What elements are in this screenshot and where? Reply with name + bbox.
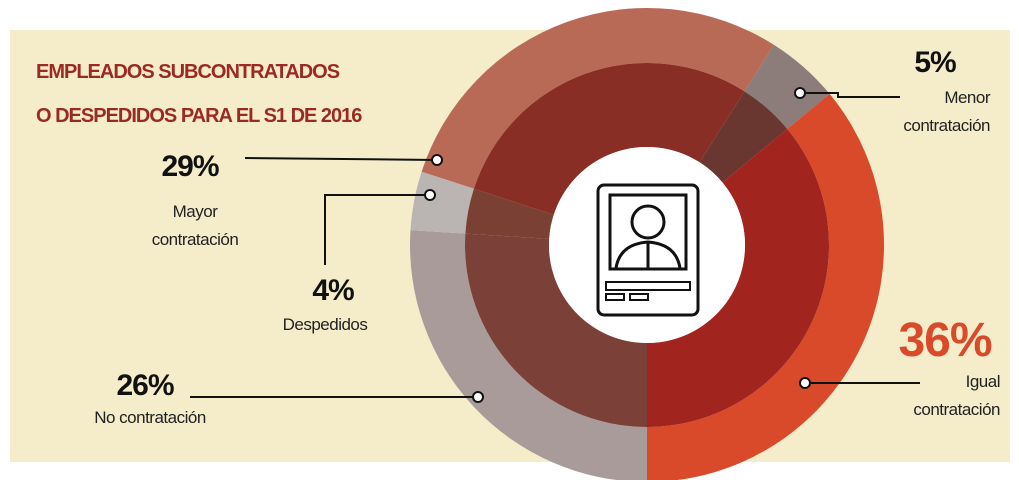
outer-segment — [744, 44, 830, 129]
leader-line — [800, 92, 900, 98]
value-label: 26% — [116, 369, 173, 402]
category-label: Menor contratación — [903, 88, 990, 135]
title-line: O DESPEDIDOS PARA EL S1 DE 2016 — [36, 105, 362, 127]
value-label: 5% — [914, 46, 956, 79]
leader-line — [244, 157, 438, 161]
outer-segment — [421, 7, 774, 189]
inner-segment — [647, 128, 829, 427]
inner-segment — [465, 188, 554, 239]
inner-segment — [699, 91, 788, 183]
category-label: Mayor contratación — [151, 202, 239, 249]
category-label: No contratación — [94, 408, 206, 427]
profile-icon — [596, 183, 700, 317]
leader-dot — [794, 87, 806, 99]
leader-line — [324, 194, 430, 265]
outer-segment — [410, 230, 647, 480]
inner-segment — [465, 233, 647, 427]
leader-dot — [431, 154, 443, 166]
value-label: 29% — [161, 150, 218, 183]
leader-dot — [799, 377, 811, 389]
category-label: Despedidos — [282, 315, 368, 334]
category-label: Igual contratación — [913, 372, 1000, 419]
leader-dot — [424, 189, 436, 201]
value-label: 4% — [312, 274, 354, 307]
inner-segment — [473, 63, 745, 215]
outer-segment — [410, 171, 474, 234]
donut — [410, 7, 884, 480]
value-label: 36% — [898, 314, 991, 367]
labels: 29% 5% 36% 26% 4% — [116, 46, 993, 403]
title-line: EMPLEADOS SUBCONTRATADOS — [36, 61, 340, 83]
leader-dot — [472, 391, 484, 403]
